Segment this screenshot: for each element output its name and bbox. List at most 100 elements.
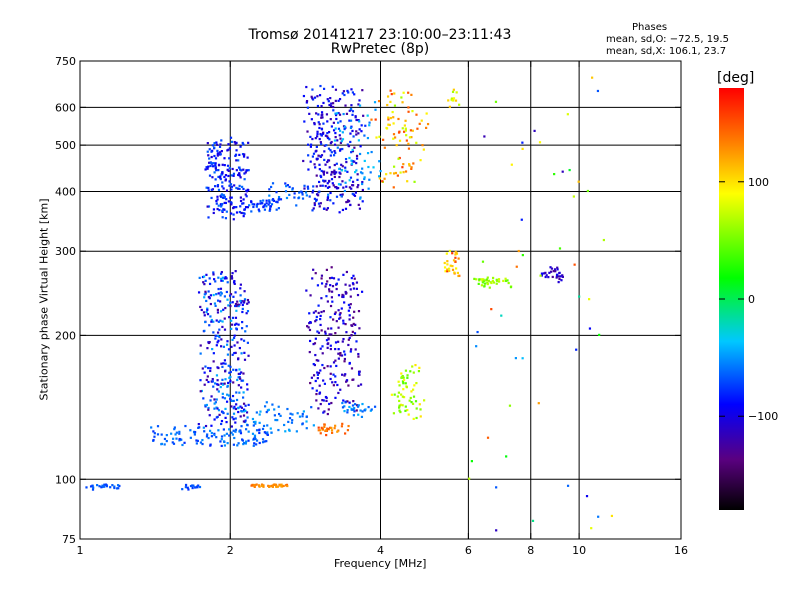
- echo-point: [473, 277, 476, 281]
- echo-point: [341, 401, 344, 405]
- echo-point: [367, 187, 370, 190]
- echo-point: [338, 317, 341, 320]
- echo-point: [220, 435, 224, 438]
- echo-point: [318, 190, 321, 193]
- echo-point: [275, 208, 278, 211]
- echo-point: [316, 135, 319, 138]
- echo-point: [316, 95, 319, 98]
- echo-point: [352, 316, 355, 319]
- echo-point: [232, 172, 236, 175]
- echo-point: [195, 485, 199, 488]
- echo-point: [319, 155, 322, 158]
- echo-point: [329, 347, 332, 351]
- echo-point: [341, 92, 344, 95]
- echo-point: [153, 435, 156, 438]
- echo-point: [346, 200, 349, 203]
- echo-point: [354, 116, 357, 119]
- echo-point: [242, 408, 246, 411]
- echo-point: [216, 185, 219, 188]
- echo-point: [230, 275, 233, 278]
- echo-point: [252, 484, 255, 487]
- echo-point: [358, 128, 361, 131]
- echo-point: [304, 191, 308, 194]
- echo-point: [360, 415, 364, 419]
- echo-point: [254, 422, 257, 425]
- echo-point: [356, 173, 359, 176]
- echo-point: [558, 277, 561, 281]
- echo-point: [313, 121, 316, 125]
- echo-point: [221, 378, 224, 381]
- y-tick-label: 75: [62, 533, 76, 546]
- echo-point: [338, 97, 342, 101]
- echo-point: [320, 169, 323, 173]
- echo-point: [212, 352, 215, 355]
- echo-point: [346, 408, 349, 412]
- echo-point: [312, 374, 316, 377]
- echo-point: [392, 186, 395, 189]
- echo-point: [353, 93, 356, 96]
- echo-point: [336, 146, 339, 149]
- echo-point: [407, 142, 410, 145]
- echo-point: [156, 425, 160, 428]
- echo-point: [324, 163, 327, 166]
- echo-point: [222, 362, 225, 365]
- echo-point: [228, 294, 232, 297]
- echo-point: [331, 300, 334, 303]
- echo-point: [561, 274, 564, 277]
- echo-point: [411, 129, 414, 132]
- echo-point: [383, 177, 386, 180]
- echo-point: [358, 327, 361, 330]
- echo-point: [214, 401, 217, 404]
- echo-point: [335, 282, 338, 285]
- echo-point: [226, 164, 230, 167]
- echo-point: [326, 135, 329, 138]
- echo-point: [352, 400, 355, 403]
- echo-point: [231, 316, 235, 319]
- echo-point: [206, 141, 209, 145]
- echo-point: [329, 118, 332, 121]
- echo-point: [274, 483, 278, 486]
- echo-point: [378, 175, 381, 178]
- echo-point: [363, 159, 366, 163]
- echo-point: [454, 256, 457, 259]
- echo-point: [306, 325, 309, 328]
- echo-point: [265, 202, 268, 205]
- echo-point: [311, 155, 314, 158]
- echo-point: [492, 281, 496, 284]
- echo-point: [251, 203, 254, 206]
- echo-point: [220, 150, 223, 153]
- echo-point: [195, 442, 198, 445]
- echo-point: [334, 136, 337, 139]
- echo-point: [319, 314, 322, 318]
- echo-point: [357, 352, 360, 356]
- echo-point: [329, 344, 332, 347]
- echo-point: [220, 444, 223, 448]
- echo-point: [335, 287, 338, 291]
- echo-point: [229, 304, 232, 308]
- echo-point: [298, 191, 301, 194]
- echo-point: [326, 280, 329, 283]
- echo-point: [505, 455, 508, 458]
- echo-point: [232, 213, 235, 216]
- echo-point: [347, 309, 350, 312]
- echo-point: [239, 176, 242, 179]
- echo-point: [363, 177, 366, 181]
- echo-point: [207, 165, 210, 168]
- echo-point: [228, 167, 231, 170]
- echo-point: [212, 331, 215, 334]
- echo-point: [206, 205, 209, 208]
- echo-point: [208, 174, 212, 177]
- echo-point: [308, 350, 311, 354]
- echo-point: [268, 199, 271, 202]
- echo-point: [222, 187, 225, 190]
- echo-point: [247, 169, 250, 172]
- echo-point: [303, 120, 306, 123]
- echo-point: [156, 433, 160, 436]
- echo-point: [283, 423, 286, 427]
- echo-point: [337, 121, 340, 124]
- echo-point: [397, 391, 400, 394]
- echo-point: [244, 442, 247, 445]
- echo-point: [332, 384, 335, 387]
- echo-point: [448, 267, 451, 270]
- echo-point: [317, 121, 320, 124]
